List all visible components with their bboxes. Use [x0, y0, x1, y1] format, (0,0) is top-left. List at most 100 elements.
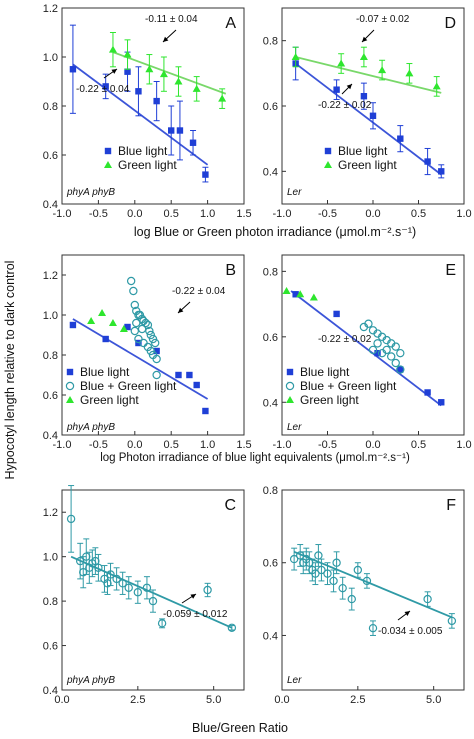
legend-label: Blue light	[118, 144, 168, 158]
legend-label: Blue + Green light	[80, 379, 177, 393]
data-point	[432, 82, 441, 90]
y-tick-label: 1.0	[43, 552, 58, 564]
data-point	[132, 318, 141, 328]
data-point	[405, 69, 414, 77]
data-point	[66, 514, 76, 524]
legend-marker	[104, 147, 112, 155]
xlabel-row2: log Photon irradiance of blue light equi…	[100, 452, 410, 464]
data-point	[353, 565, 363, 575]
legend-label: Green light	[338, 158, 397, 172]
legend-marker	[104, 161, 112, 168]
x-tick-label: 0.5	[164, 208, 179, 220]
data-point	[332, 558, 341, 567]
regression-line	[295, 62, 442, 176]
x-tick-label: 5.0	[206, 694, 221, 706]
genotype-label: Ler	[287, 675, 302, 686]
x-tick-label: 0.5	[164, 439, 179, 451]
data-point	[148, 596, 158, 606]
y-tick-label: 0.8	[263, 36, 278, 48]
data-point	[397, 135, 404, 142]
data-point	[174, 77, 183, 85]
data-point	[323, 569, 332, 578]
data-point	[112, 574, 121, 584]
y-tick-label: 0.6	[263, 558, 278, 570]
y-tick-label: 0.4	[263, 630, 278, 642]
data-point	[291, 53, 300, 60]
data-point	[126, 276, 136, 286]
data-point	[192, 84, 201, 92]
y-tick-label: 1.2	[43, 270, 58, 282]
x-tick-label: 1.0	[456, 208, 471, 220]
x-tick-label: 0.0	[127, 208, 142, 220]
data-point	[102, 83, 109, 90]
panel-letter: A	[225, 15, 236, 32]
data-point	[124, 323, 131, 331]
slope-annotation: -0.07 ± 0.02	[356, 14, 410, 25]
data-point	[129, 286, 138, 296]
data-point	[292, 291, 299, 298]
x-tick-label: 2.5	[350, 694, 365, 706]
data-point	[175, 371, 182, 379]
y-tick-label: 1.0	[43, 52, 58, 64]
data-point	[218, 94, 227, 102]
data-point	[141, 318, 150, 328]
x-tick-label: -0.5	[318, 208, 337, 220]
data-point	[135, 310, 145, 320]
data-point	[423, 594, 432, 604]
slope-annotation: -0.034 ± 0.005	[378, 626, 443, 637]
panel-f: 0.0 2.5 5.0 0.4 0.6 0.8 -0.034 ± 0.005 Ler F	[263, 485, 465, 706]
data-point	[94, 563, 103, 572]
x-tick-label: -0.5	[318, 439, 337, 451]
legend-label: Green light	[300, 393, 359, 407]
data-point	[148, 350, 158, 360]
x-tick-label: 0.0	[127, 439, 142, 451]
regression-line	[72, 318, 209, 400]
x-tick-label: -1.0	[273, 208, 292, 220]
data-point	[424, 158, 431, 165]
data-point	[103, 579, 112, 588]
data-point	[87, 317, 96, 324]
x-tick-label: 0.0	[365, 208, 380, 220]
plot-frame	[61, 7, 245, 205]
data-point	[98, 309, 107, 316]
y-tick-label: 0.6	[263, 101, 278, 113]
y-tick-label: 0.6	[43, 150, 58, 162]
y-tick-label: 0.4	[43, 199, 58, 211]
data-point	[282, 287, 291, 294]
y-tick-label: 0.4	[43, 430, 58, 442]
data-point	[159, 70, 168, 78]
data-point	[79, 568, 88, 577]
data-point	[202, 171, 209, 178]
genotype-label: phyA phyB	[66, 187, 115, 198]
x-tick-label: 1.0	[456, 439, 471, 451]
shared-ylabel: Hypocotyl length relative to dark contro…	[3, 261, 17, 480]
annotation-arrowhead	[190, 594, 196, 599]
plot-frame	[61, 254, 245, 436]
regression-line	[70, 555, 233, 629]
legend-marker	[66, 368, 74, 376]
data-point	[227, 623, 237, 632]
data-point	[397, 366, 404, 373]
data-point	[447, 616, 457, 626]
data-point	[202, 407, 209, 415]
x-tick-label: -0.5	[89, 208, 108, 220]
x-tick-label: 1.5	[236, 208, 251, 220]
annotation-arrowhead	[111, 69, 117, 74]
data-point	[329, 576, 338, 586]
data-point	[102, 335, 109, 343]
data-point	[360, 93, 368, 100]
data-point	[359, 53, 368, 60]
data-point	[373, 339, 382, 348]
panel-d: -1.0 -0.5 0.0 0.5 1.0 0.4 0.6 0.8 -0.07 ± 0.02 -0…	[263, 7, 472, 220]
x-tick-label: -1.0	[53, 208, 72, 220]
data-point	[139, 316, 148, 326]
plot-frame	[281, 254, 465, 436]
x-tick-label: 0.0	[365, 439, 380, 451]
data-point	[369, 112, 377, 119]
y-tick-label: 0.8	[43, 596, 58, 608]
panel-letter: B	[225, 262, 236, 279]
annotation-arrowhead	[346, 84, 352, 90]
data-point	[153, 97, 160, 105]
xlabel-row3: Blue/Green Ratio	[192, 721, 288, 735]
data-point	[130, 300, 139, 310]
